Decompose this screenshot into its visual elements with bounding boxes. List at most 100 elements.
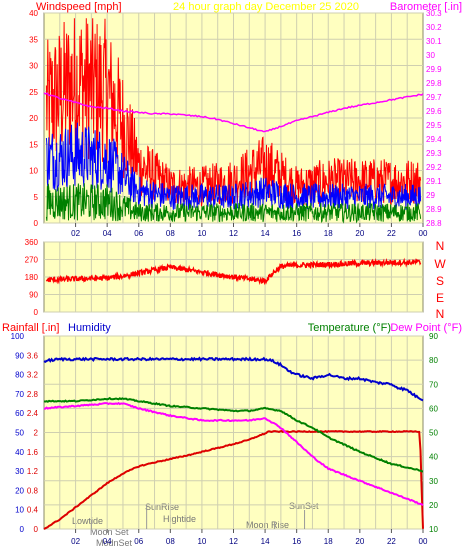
barometer-tick-label: 29.2 [426, 163, 442, 172]
humidity-tick-label: 70 [15, 390, 24, 399]
wind-tick-label: 40 [29, 9, 38, 18]
event-lowtide: Lowtide [72, 516, 103, 526]
rain-tick-label: 0.4 [27, 506, 39, 515]
wind-tick-label: 35 [29, 35, 38, 44]
temperature-tick-label: 40 [429, 453, 438, 462]
wind-x-tick-label: 12 [229, 229, 238, 238]
wind-x-tick-label: 02 [71, 229, 80, 238]
humidity-tick-label: 100 [11, 332, 25, 341]
wind-average-trace [45, 183, 422, 224]
humidity-trace [43, 356, 424, 402]
barometer-tick-label: 30 [426, 51, 435, 60]
barometer-tick-label: 29.4 [426, 135, 442, 144]
barometer-tick-label: 29.1 [426, 177, 442, 186]
rain-tick-label: 2.4 [27, 409, 39, 418]
rain-x-tick-label: 12 [229, 537, 238, 546]
chart-marks [43, 18, 424, 530]
event-sunset: SunSet [289, 501, 319, 511]
wind-x-tick-label: 10 [197, 229, 206, 238]
rainfall-axis-title: Rainfall [.in] [2, 322, 59, 334]
barometer-axis-title: Barometer [.in] [390, 1, 462, 13]
rain-x-tick-label: 22 [387, 537, 396, 546]
humidity-tick-label: 10 [15, 506, 24, 515]
temperature-tick-label: 30 [429, 477, 438, 486]
chart-title: 24 hour graph day December 25 2020 [173, 1, 359, 13]
barometer-tick-label: 30.1 [426, 37, 442, 46]
rain-x-tick-label: 00 [419, 537, 428, 546]
humidity-tick-label: 40 [15, 448, 24, 457]
barometer-tick-label: 29 [426, 191, 435, 200]
barometer-trace [43, 92, 424, 133]
barometer-tick-label: 29.3 [426, 149, 442, 158]
wind-tick-label: 0 [34, 219, 39, 228]
rain-x-tick-label: 04 [103, 537, 112, 546]
compass-label-e: E [436, 291, 444, 305]
rain-x-tick-label: 18 [324, 537, 333, 546]
humidity-axis-title: Humidity [68, 322, 111, 334]
dewpoint-trace [43, 401, 424, 507]
barometer-tick-label: 29.5 [426, 121, 442, 130]
barometer-tick-label: 30.2 [426, 23, 442, 32]
rain-x-tick-label: 06 [134, 537, 143, 546]
rain-tick-label: 3.6 [27, 351, 39, 360]
rain-x-tick-label: 14 [261, 537, 270, 546]
temperature-axis-title: Temperature (°F) [308, 322, 391, 334]
wind-x-tick-label: 06 [134, 229, 143, 238]
temperature-tick-label: 10 [429, 525, 438, 534]
rain-x-tick-label: 08 [166, 537, 175, 546]
temperature-tick-label: 50 [429, 429, 438, 438]
temperature-tick-label: 90 [429, 332, 438, 341]
humidity-tick-label: 30 [15, 467, 24, 476]
compass-label-n-bottom: N [436, 307, 445, 321]
humidity-tick-label: 20 [15, 486, 24, 495]
temperature-trace [43, 396, 424, 473]
wind-tick-label: 10 [29, 167, 38, 176]
wind-tick-label: 15 [29, 140, 38, 149]
rain-x-tick-label: 10 [197, 537, 206, 546]
wind-direction-trace [45, 257, 422, 286]
humidity-tick-label: 0 [20, 525, 25, 534]
compass-label-w: W [434, 257, 446, 271]
wind-x-tick-label: 16 [292, 229, 301, 238]
wind-tick-label: 5 [34, 193, 39, 202]
rain-x-tick-label: 16 [292, 537, 301, 546]
event-moonset: Moon Set [90, 527, 129, 537]
barometer-tick-label: 28.8 [426, 219, 442, 228]
rain-tick-label: 2.8 [27, 390, 39, 399]
direction-tick-label: 90 [29, 291, 38, 300]
event-sunrise: SunRise [145, 502, 179, 512]
wind-x-tick-label: 00 [419, 229, 428, 238]
dewpoint-axis-title: Dew Point (°F) [390, 322, 462, 334]
wind-tick-label: 25 [29, 88, 38, 97]
direction-tick-label: 270 [25, 256, 39, 265]
barometer-tick-label: 29.7 [426, 93, 442, 102]
temperature-tick-label: 60 [429, 404, 438, 413]
rain-tick-label: 1.6 [27, 448, 39, 457]
humidity-tick-label: 50 [15, 429, 24, 438]
wind-x-tick-label: 22 [387, 229, 396, 238]
axis-labels: 0 5 10 15 20 25 30 35 40 28.8 28.9 29 29.1 29.2 29.3 29… [11, 9, 442, 546]
barometer-tick-label: 28.9 [426, 205, 442, 214]
wind-axis-title: Windspeed [mph] [36, 1, 122, 13]
rainfall-trace [43, 429, 424, 530]
rain-x-tick-label: 02 [71, 537, 80, 546]
wind-x-tick-label: 18 [324, 229, 333, 238]
humidity-tick-label: 80 [15, 371, 24, 380]
wind-x-tick-label: 14 [261, 229, 270, 238]
wind-x-tick-label: 04 [103, 229, 112, 238]
barometer-tick-label: 29.6 [426, 107, 442, 116]
direction-tick-label: 360 [25, 238, 39, 247]
wind-x-tick-label: 20 [355, 229, 364, 238]
direction-tick-label: 180 [25, 273, 39, 282]
rain-tick-label: 0.8 [27, 486, 39, 495]
temperature-tick-label: 80 [429, 356, 438, 365]
rain-tick-label: 3.2 [27, 371, 39, 380]
compass-label-n-top: N [436, 239, 445, 253]
barometer-tick-label: 29.9 [426, 65, 442, 74]
rain-x-tick-label: 20 [355, 537, 364, 546]
wind-tick-label: 20 [29, 114, 38, 123]
wind-x-tick-label: 08 [166, 229, 175, 238]
compass-label-s: S [436, 274, 444, 288]
barometer-tick-label: 30.3 [426, 9, 442, 18]
